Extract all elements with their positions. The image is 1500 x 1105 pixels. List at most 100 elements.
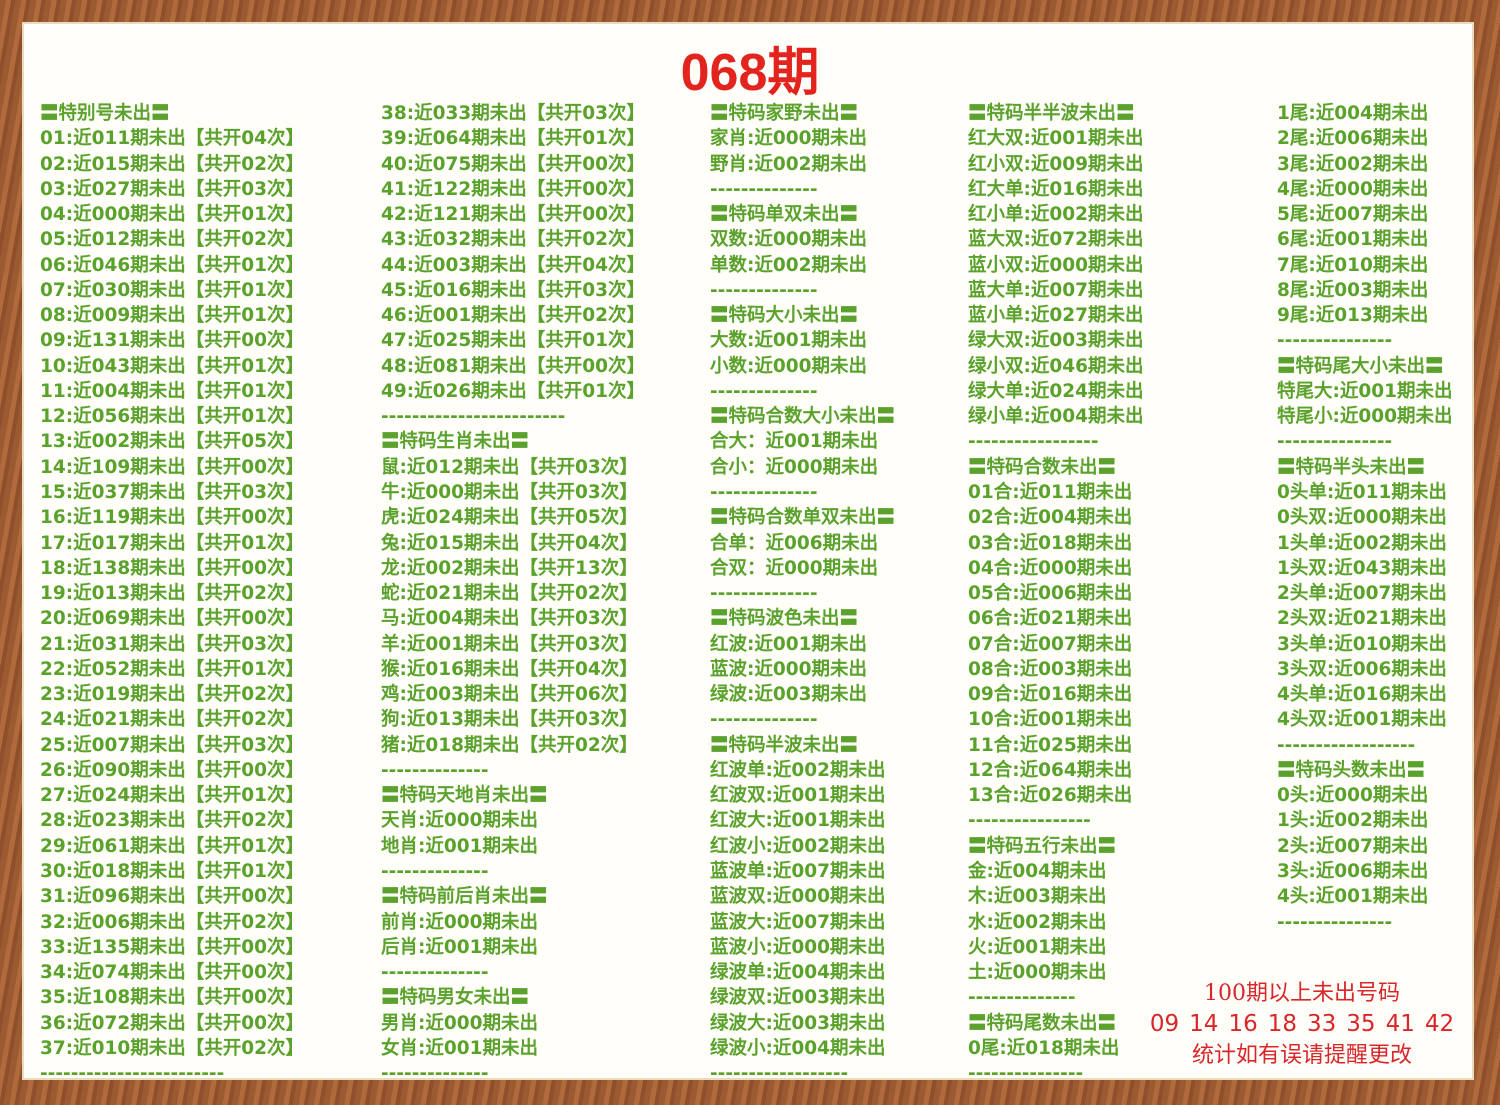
column: 〓特码半半波未出〓 红大双:近001期未出 红小双:近009期未出 红大单:近016期… — [968, 101, 1144, 1086]
line: -------------- — [381, 759, 489, 781]
line: 06合:近021期未出 — [968, 608, 1133, 630]
line: 〓特码大小未出〓 — [710, 305, 859, 327]
line: 〓特码五行未出〓 — [968, 835, 1117, 857]
line: 1头双:近043期未出 — [1277, 557, 1447, 579]
line: 红大双:近001期未出 — [968, 128, 1144, 150]
line: 39:近064期未出【共开01次】 — [381, 128, 646, 150]
line: 26:近090期未出【共开00次】 — [40, 759, 305, 781]
line: 1头:近002期未出 — [1277, 810, 1429, 832]
line: 08:近009期未出【共开01次】 — [40, 305, 305, 327]
line: -------------- — [710, 709, 818, 731]
note-heading: 100期以上未出号码 — [1204, 981, 1400, 1006]
note-numbers: 09 14 16 18 33 35 41 42 — [1137, 1009, 1467, 1040]
title: 068期 — [680, 44, 820, 102]
line: 49:近026期未出【共开01次】 — [381, 380, 646, 402]
column: 38:近033期未出【共开03次】 39:近064期未出【共开01次】 40:近07… — [381, 101, 645, 1086]
line: 〓特码单双未出〓 — [710, 204, 859, 226]
line: 33:近135期未出【共开00次】 — [40, 936, 305, 958]
line: 绿小双:近046期未出 — [968, 355, 1144, 377]
line: --------------- — [1277, 330, 1393, 352]
line: 14:近109期未出【共开00次】 — [40, 456, 305, 478]
line: 11合:近025期未出 — [968, 734, 1133, 756]
line: 41:近122期未出【共开00次】 — [381, 178, 646, 200]
note: 100期以上未出号码 09 14 16 18 33 35 41 42 统计如有误请提醒更改 — [1137, 978, 1467, 1071]
line: ------------------------ — [381, 406, 566, 428]
line: 04:近000期未出【共开01次】 — [40, 204, 305, 226]
line: 小数:近000期未出 — [710, 355, 868, 377]
number: 14 — [1189, 1011, 1219, 1037]
line: -------------- — [710, 583, 818, 605]
line: -------------- — [968, 987, 1076, 1009]
line: -------------- — [710, 380, 818, 402]
line: 0头:近000期未出 — [1277, 785, 1429, 807]
line: 18:近138期未出【共开00次】 — [40, 557, 305, 579]
line: --------------- — [968, 1063, 1084, 1085]
line: 25:近007期未出【共开03次】 — [40, 734, 305, 756]
line: 红小单:近002期未出 — [968, 204, 1144, 226]
line: 绿波双:近003期未出 — [710, 987, 886, 1009]
line: 双数:近000期未出 — [710, 229, 868, 251]
number: 18 — [1267, 1011, 1297, 1037]
line: -------------- — [381, 860, 489, 882]
note-footer: 统计如有误请提醒更改 — [1191, 1043, 1412, 1068]
line: 野肖:近002期未出 — [710, 153, 868, 175]
line: 鼠:近012期未出【共开03次】 — [381, 456, 638, 478]
line: --------------- — [1277, 911, 1393, 933]
line: 12:近056期未出【共开01次】 — [40, 406, 305, 428]
line: 03:近027期未出【共开03次】 — [40, 178, 305, 200]
line: 05合:近006期未出 — [968, 583, 1133, 605]
line: 2头单:近007期未出 — [1277, 583, 1447, 605]
line: 07合:近007期未出 — [968, 633, 1133, 655]
line: 〓特码合数未出〓 — [968, 456, 1117, 478]
line: 金:近004期未出 — [968, 860, 1107, 882]
line: 17:近017期未出【共开01次】 — [40, 532, 305, 554]
line: ---------------- — [968, 810, 1091, 832]
line: 〓特码半半波未出〓 — [968, 103, 1135, 124]
line: 2头双:近021期未出 — [1277, 608, 1447, 630]
line: --------------- — [1277, 431, 1393, 453]
line: 13合:近026期未出 — [968, 785, 1133, 807]
line: -------------- — [381, 962, 489, 984]
line: 女肖:近001期未出 — [381, 1037, 539, 1059]
line: 38:近033期未出【共开03次】 — [381, 103, 646, 124]
line: 05:近012期未出【共开02次】 — [40, 229, 305, 251]
line: 19:近013期未出【共开02次】 — [40, 583, 305, 605]
line: 男肖:近000期未出 — [381, 1012, 539, 1034]
line: 20:近069期未出【共开00次】 — [40, 608, 305, 630]
line: 羊:近001期未出【共开03次】 — [381, 633, 638, 655]
line: 猪:近018期未出【共开02次】 — [381, 734, 638, 756]
line: ------------------ — [1277, 734, 1416, 756]
column: 〓特码家野未出〓 家肖:近000期未出 野肖:近002期未出 ------------… — [710, 101, 895, 1086]
number: 42 — [1424, 1011, 1455, 1037]
line: 37:近010期未出【共开02次】 — [40, 1037, 305, 1059]
line: 07:近030期未出【共开01次】 — [40, 279, 305, 301]
line: 13:近002期未出【共开05次】 — [40, 431, 305, 453]
line: 特尾小:近000期未出 — [1277, 406, 1453, 428]
line: 蓝波双:近000期未出 — [710, 886, 886, 908]
line: 绿波大:近003期未出 — [710, 1012, 886, 1034]
line: 大数:近001期未出 — [710, 330, 868, 352]
line: 〓特码天地肖未出〓 — [381, 785, 548, 807]
line: 家肖:近000期未出 — [710, 128, 868, 150]
number: 33 — [1307, 1011, 1337, 1037]
line: ----------------- — [968, 431, 1099, 453]
line: 猴:近016期未出【共开04次】 — [381, 658, 638, 680]
line: 蓝小双:近000期未出 — [968, 254, 1144, 276]
line: 46:近001期未出【共开02次】 — [381, 305, 646, 327]
line: 〓特码合数大小未出〓 — [710, 406, 896, 428]
line: 45:近016期未出【共开03次】 — [381, 279, 646, 301]
line: 绿波单:近004期未出 — [710, 962, 886, 984]
line: -------------- — [381, 1063, 489, 1085]
line: 马:近004期未出【共开03次】 — [381, 608, 638, 630]
line: 蓝小单:近027期未出 — [968, 305, 1144, 327]
line: 28:近023期未出【共开02次】 — [40, 810, 305, 832]
line: 〓特码尾数未出〓 — [968, 1012, 1117, 1034]
line: 〓特码生肖未出〓 — [381, 431, 530, 453]
line: 前肖:近000期未出 — [381, 911, 539, 933]
line: 4头单:近016期未出 — [1277, 684, 1447, 706]
line: 兔:近015期未出【共开04次】 — [381, 532, 638, 554]
line: 水:近002期未出 — [968, 911, 1107, 933]
line: 9尾:近013期未出 — [1277, 305, 1429, 327]
line: 27:近024期未出【共开01次】 — [40, 785, 305, 807]
line: 5尾:近007期未出 — [1277, 204, 1429, 226]
